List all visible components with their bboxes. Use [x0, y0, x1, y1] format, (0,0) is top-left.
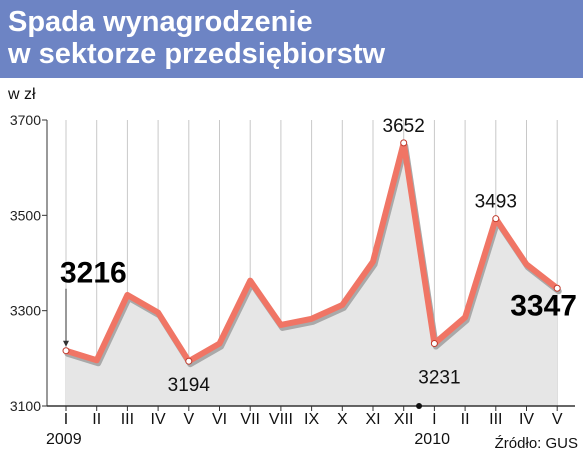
data-point [526, 263, 527, 265]
data-point [553, 284, 561, 292]
x-tick-label: V [552, 411, 563, 428]
y-unit-label: w zł [7, 86, 36, 103]
data-point [400, 139, 408, 147]
year-label: 2010 [414, 431, 450, 448]
x-tick-label: II [92, 411, 101, 428]
year-label: 2009 [46, 431, 82, 448]
x-tick-label: IX [304, 411, 319, 428]
chart-title-line-1: Spada wynagrodzenie [8, 6, 313, 38]
y-tick-label: 3500 [10, 207, 41, 223]
x-tick-label: III [121, 411, 134, 428]
x-tick-label: XII [394, 411, 414, 428]
x-tick-label: X [337, 411, 348, 428]
data-point [280, 324, 282, 326]
x-tick-label: III [489, 411, 502, 428]
data-point [96, 359, 98, 361]
data-label: 3216 [60, 257, 127, 290]
data-label: 3231 [418, 368, 460, 389]
x-tick-label: VII [240, 411, 260, 428]
data-label: 3652 [383, 116, 425, 137]
data-point [249, 280, 251, 282]
y-tick-label: 3700 [10, 112, 41, 128]
data-point [157, 312, 159, 314]
x-tick-label: VIII [269, 411, 293, 428]
data-point [126, 294, 128, 296]
data-point [492, 215, 500, 223]
data-point [372, 261, 374, 263]
y-tick-label: 3300 [10, 303, 41, 319]
x-tick-label: II [461, 411, 470, 428]
source-label: Źródło: GUS [495, 435, 578, 452]
data-label: 3493 [475, 192, 517, 213]
data-point [464, 316, 466, 318]
data-point [341, 304, 343, 306]
data-point [219, 343, 220, 345]
data-point [62, 347, 70, 355]
chart-header: Spada wynagrodzenie w sektorze przedsięb… [0, 0, 583, 78]
data-label: 3347 [510, 289, 577, 322]
x-tick-label: XI [365, 411, 380, 428]
x-tick-label: VI [212, 411, 227, 428]
callout-arrow-head [63, 340, 69, 347]
year-boundary-dot [416, 403, 423, 409]
area-fill [66, 142, 558, 406]
data-label: 3194 [168, 375, 211, 396]
data-point [430, 340, 438, 348]
y-tick-label: 3100 [10, 398, 41, 414]
x-tick-label: IV [151, 411, 166, 428]
x-tick-label: I [64, 411, 68, 428]
x-tick-label: I [432, 411, 436, 428]
x-tick-label: V [183, 411, 194, 428]
data-point [311, 318, 313, 320]
x-tick-label: IV [519, 411, 534, 428]
chart-title-line-2: w sektorze przedsiębiorstw [8, 38, 386, 70]
data-point [185, 357, 193, 365]
